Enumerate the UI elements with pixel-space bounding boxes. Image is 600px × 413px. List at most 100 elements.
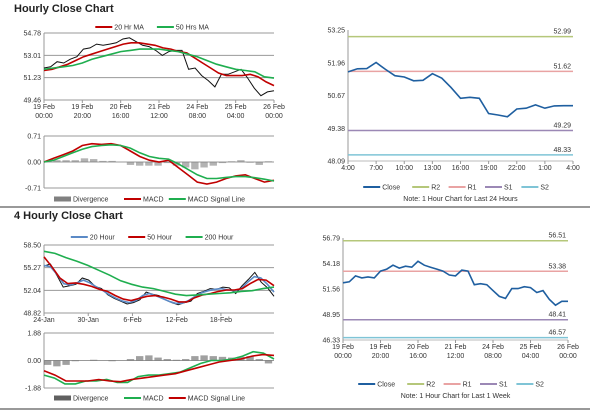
legend-label: MACD: [143, 197, 164, 204]
chart-note: Note: 1 Hour Chart for Last 1 Week: [401, 393, 511, 400]
y-tick-label: 48.82: [23, 311, 41, 318]
divergence-bar: [163, 162, 171, 164]
divergence-bar: [172, 359, 181, 361]
x-tick-label: 4:00: [566, 165, 580, 172]
y-tick-label: 50.67: [327, 93, 345, 100]
y-tick-label: 0.00: [27, 358, 41, 365]
x-tick-label: 19:00: [480, 165, 498, 172]
divergence-bar: [44, 360, 52, 365]
series-line-close: [347, 61, 573, 118]
y-tick-label: 53.01: [23, 53, 41, 60]
series-line-20-hr-ma: [43, 41, 275, 87]
x-tick-label: 19 Feb: [71, 104, 93, 111]
legend-label: R1: [463, 382, 472, 389]
x-tick-label: 25 Feb: [520, 344, 542, 351]
legend-label: 200 Hour: [205, 235, 234, 242]
x-tick-label: 21 Feb: [445, 344, 467, 351]
x-tick-label: 25 Feb: [225, 104, 247, 111]
divergence-bar: [126, 162, 135, 165]
legend-label: Divergence: [73, 396, 109, 403]
x-tick-label: 30-Jan: [78, 317, 100, 324]
series-line-200-hour: [43, 250, 275, 297]
series-line-close: [43, 37, 275, 97]
divergence-bar: [200, 162, 208, 168]
y-tick-label: 46.33: [322, 338, 340, 345]
x-tick-label: 24 Feb: [482, 344, 504, 351]
legend-label: S2: [535, 382, 544, 389]
divergence-bar: [182, 162, 190, 168]
legend-label: MACD Signal Line: [188, 197, 245, 204]
legend-label: 50 Hrs MA: [176, 25, 209, 32]
y-tick-label: -1.88: [25, 386, 41, 393]
x-tick-label: 24-Jan: [33, 317, 55, 324]
x-tick-label: 04:00: [522, 353, 540, 360]
x-tick-label: 12:00: [447, 353, 465, 360]
divergence-bar: [90, 159, 98, 162]
section-divider: [0, 408, 590, 410]
x-tick-label: 4:00: [341, 165, 355, 172]
y-tick-label: -0.71: [25, 186, 41, 193]
x-tick-label: 6-Feb: [123, 317, 141, 324]
legend-label: S1: [499, 382, 508, 389]
x-tick-label: 20:00: [372, 353, 390, 360]
x-tick-label: 00:00: [265, 113, 283, 120]
divergence-bar: [209, 162, 217, 166]
x-tick-label: 19 Feb: [33, 104, 55, 111]
legend-label: Close: [377, 382, 395, 389]
hourly-close-chart-title: Hourly Close Chart: [14, 3, 114, 15]
legend-label: Divergence: [73, 197, 109, 204]
section-divider: [0, 206, 590, 208]
divergence-bar: [80, 158, 89, 162]
series-line-close: [342, 260, 568, 307]
y-tick-label: 56.79: [322, 236, 340, 243]
x-tick-label: 20 Feb: [407, 344, 429, 351]
x-tick-label: 7:00: [369, 165, 383, 172]
divergence-bar: [255, 359, 263, 361]
level-label-r2: 56.51: [548, 233, 566, 240]
level-label-r2: 52.99: [553, 29, 571, 36]
divergence-bar: [71, 360, 79, 362]
divergence-bar: [154, 357, 162, 361]
y-tick-label: 51.96: [327, 60, 345, 67]
divergence-bar: [163, 359, 171, 361]
divergence-bar: [191, 356, 199, 361]
x-tick-label: 00:00: [559, 353, 577, 360]
divergence-bar: [145, 162, 153, 166]
x-tick-label: 16:00: [112, 113, 130, 120]
y-tick-label: 52.04: [23, 288, 41, 295]
series-line-macd: [43, 350, 275, 385]
divergence-bar: [218, 162, 227, 164]
level-label-r1: 53.38: [548, 263, 566, 270]
x-tick-label: 08:00: [189, 113, 207, 120]
divergence-bar: [218, 356, 227, 361]
divergence-bar: [90, 359, 98, 361]
legend-label: 20 Hour: [90, 235, 116, 242]
y-tick-label: 54.18: [322, 261, 340, 268]
y-tick-label: 49.46: [23, 98, 41, 105]
series-line-20-hour: [43, 264, 275, 305]
divergence-bar: [255, 162, 263, 165]
divergence-bar: [191, 162, 199, 170]
y-tick-label: 55.27: [23, 265, 41, 272]
y-tick-label: 0.71: [27, 134, 41, 141]
y-tick-label: 51.23: [23, 75, 41, 82]
level-label-s2: 46.57: [548, 330, 566, 337]
x-tick-label: 08:00: [484, 353, 502, 360]
chart-note: Note: 1 Hour Chart for Last 24 Hours: [403, 196, 518, 203]
x-tick-label: 12-Feb: [166, 317, 188, 324]
level-label-s1: 48.41: [548, 312, 566, 319]
x-tick-label: 1:00: [538, 165, 552, 172]
x-tick-label: 19 Feb: [332, 344, 354, 351]
divergence-bar: [71, 160, 79, 162]
y-tick-label: 58.50: [23, 243, 41, 250]
x-tick-label: 00:00: [334, 353, 352, 360]
x-tick-label: 12:00: [150, 113, 168, 120]
series-line-close: [43, 263, 275, 306]
y-tick-label: 1.88: [27, 331, 41, 338]
y-tick-label: 53.25: [327, 28, 345, 35]
legend-label: R1: [468, 185, 477, 192]
legend-label: 50 Hour: [147, 235, 173, 242]
x-tick-label: 13:00: [424, 165, 442, 172]
